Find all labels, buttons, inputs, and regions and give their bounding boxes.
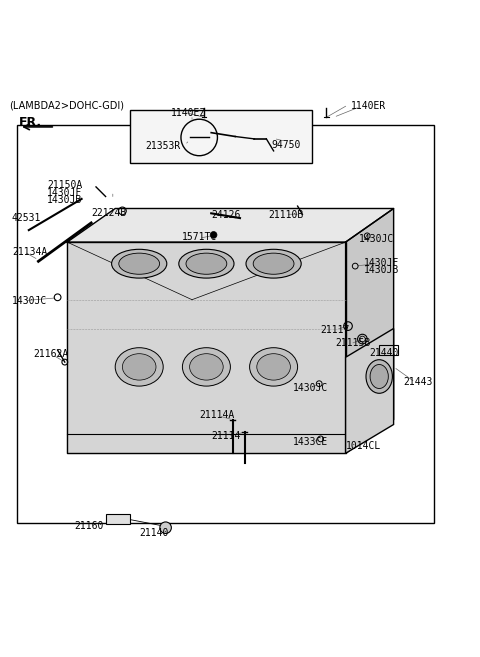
- Bar: [106, 514, 130, 524]
- Text: 1430JF: 1430JF: [47, 188, 82, 198]
- Text: 1430JB: 1430JB: [364, 265, 399, 275]
- Text: 21160: 21160: [74, 521, 104, 532]
- Ellipse shape: [366, 359, 393, 394]
- Text: 21440: 21440: [370, 348, 399, 358]
- Text: 94750: 94750: [271, 140, 300, 150]
- Text: 21117: 21117: [320, 325, 349, 335]
- Text: 1571TC: 1571TC: [181, 233, 216, 242]
- Text: 21110B: 21110B: [269, 210, 304, 219]
- Text: 21114A: 21114A: [199, 411, 234, 420]
- Polygon shape: [67, 208, 394, 242]
- Ellipse shape: [250, 348, 298, 386]
- Ellipse shape: [182, 348, 230, 386]
- Text: (LAMBDA2>DOHC-GDI): (LAMBDA2>DOHC-GDI): [10, 101, 125, 110]
- Text: 1433CE: 1433CE: [293, 437, 328, 447]
- Ellipse shape: [253, 253, 294, 274]
- Text: 21162A: 21162A: [34, 349, 69, 359]
- Text: 21443: 21443: [403, 377, 432, 387]
- Text: 1140ER: 1140ER: [350, 101, 385, 111]
- Text: 21150A: 21150A: [47, 179, 82, 189]
- Text: 42531: 42531: [12, 213, 41, 223]
- Text: 21115B: 21115B: [335, 338, 370, 348]
- Polygon shape: [346, 208, 394, 453]
- Text: 1014CL: 1014CL: [346, 441, 381, 451]
- Text: 1430JC: 1430JC: [293, 382, 328, 392]
- Polygon shape: [67, 242, 346, 453]
- Ellipse shape: [190, 353, 223, 380]
- Text: 1140EZ: 1140EZ: [170, 108, 205, 118]
- Ellipse shape: [179, 249, 234, 278]
- Circle shape: [210, 231, 217, 238]
- Text: 24126: 24126: [211, 210, 240, 219]
- Polygon shape: [346, 328, 394, 453]
- Text: 1430JC: 1430JC: [359, 234, 394, 244]
- Ellipse shape: [257, 353, 290, 380]
- FancyBboxPatch shape: [130, 110, 312, 163]
- Ellipse shape: [186, 253, 227, 274]
- Text: 1430JC: 1430JC: [12, 296, 47, 306]
- Text: FR.: FR.: [19, 116, 42, 129]
- Text: 1430JF: 1430JF: [364, 258, 399, 268]
- Text: 22124B: 22124B: [91, 208, 126, 218]
- Bar: [379, 346, 398, 355]
- Ellipse shape: [115, 348, 163, 386]
- Ellipse shape: [119, 253, 159, 274]
- Ellipse shape: [111, 249, 167, 278]
- Text: 21134A: 21134A: [12, 246, 47, 257]
- Text: 1430JB: 1430JB: [47, 195, 82, 206]
- Ellipse shape: [246, 249, 301, 278]
- Circle shape: [160, 522, 171, 533]
- Ellipse shape: [122, 353, 156, 380]
- Text: 21353R: 21353R: [145, 141, 180, 151]
- Ellipse shape: [370, 365, 388, 388]
- Text: 21140: 21140: [139, 528, 168, 538]
- Text: 21114: 21114: [211, 430, 240, 441]
